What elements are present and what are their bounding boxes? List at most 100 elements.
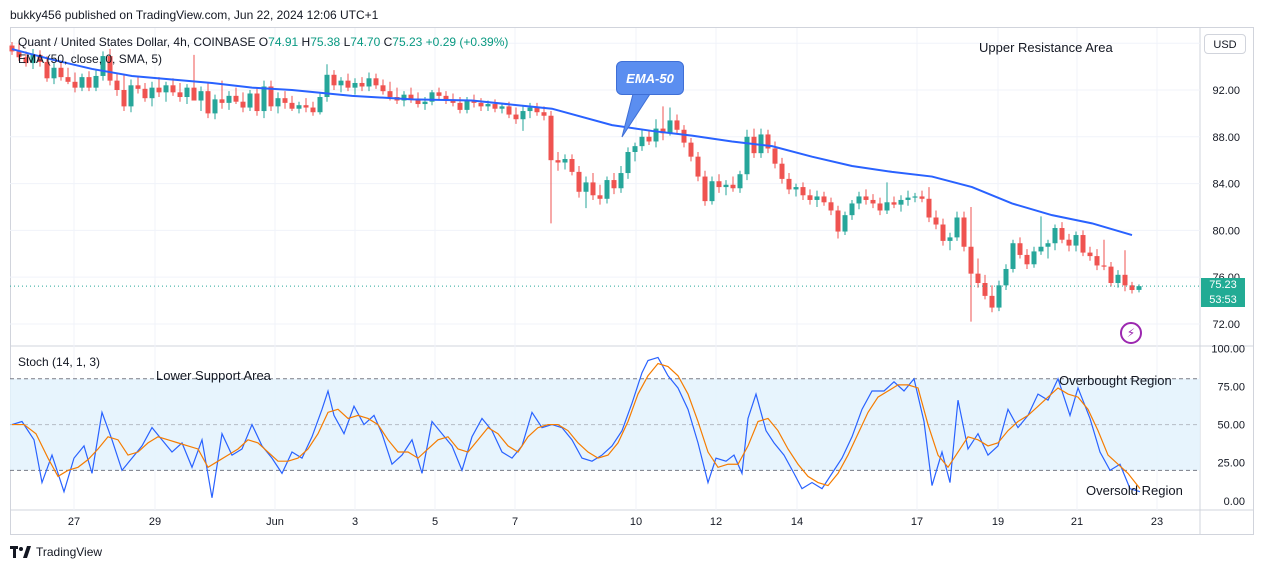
candle-body: [464, 100, 470, 110]
candle-body: [191, 87, 197, 101]
candle-body: [79, 77, 85, 88]
candle-body: [324, 74, 330, 98]
candle-body: [212, 99, 218, 114]
candle-body: [975, 273, 981, 284]
candle-body: [933, 217, 939, 225]
candle-body: [961, 217, 967, 247]
candle-body: [849, 203, 855, 216]
candle-body: [16, 51, 22, 58]
candle-body: [1031, 251, 1037, 265]
candle-body: [72, 81, 78, 88]
candle-body: [65, 77, 71, 82]
candle-body: [58, 67, 64, 78]
candle-body: [226, 95, 232, 103]
candle-body: [793, 187, 799, 190]
candle-body: [583, 182, 589, 192]
candle-body: [240, 101, 246, 108]
candle-body: [814, 196, 820, 200]
candle-body: [359, 82, 365, 87]
stoch-d-line: [12, 362, 1141, 490]
lightning-icon[interactable]: ⚡: [1120, 322, 1142, 344]
candle-body: [576, 171, 582, 192]
stoch-k-line: [11, 356, 1141, 498]
candle-body: [625, 151, 631, 174]
time-tick-label: 27: [68, 516, 80, 528]
candle-body: [940, 224, 946, 241]
candle-body: [912, 196, 918, 198]
candle-body: [436, 92, 442, 96]
price-tick-label: 92.00: [1212, 85, 1240, 97]
candle-body: [555, 160, 561, 163]
candle-body: [688, 142, 694, 157]
stoch-tick-label: 25.00: [1217, 458, 1245, 470]
candle-body: [1122, 274, 1128, 286]
candle-body: [835, 210, 841, 232]
change-value: +0.29 (+0.39%): [425, 35, 509, 49]
candle-body: [51, 67, 57, 79]
candle-body: [527, 107, 533, 112]
candle-body: [401, 94, 407, 101]
candle-body: [996, 285, 1002, 308]
tradingview-brand: TradingView: [36, 545, 103, 559]
candle-body: [779, 163, 785, 179]
candle-body: [457, 102, 463, 110]
stoch-tick-label: 100.00: [1211, 343, 1245, 355]
stoch-legend[interactable]: Stoch (14, 1, 3): [18, 355, 101, 369]
candle-body: [1080, 235, 1086, 253]
ema-legend[interactable]: EMA (50, close, 0, SMA, 5): [18, 52, 163, 66]
candle-body: [373, 78, 379, 86]
candle-body: [366, 78, 372, 87]
candle-body: [877, 203, 883, 211]
last-price-tag: 75.23: [1201, 278, 1245, 293]
candle-body: [898, 199, 904, 205]
candle-body: [674, 120, 680, 130]
candle-body: [1073, 235, 1079, 246]
close-label: C: [383, 35, 393, 49]
candle-body: [534, 107, 540, 113]
candle-body: [9, 45, 15, 52]
price-tick-label: 72.00: [1212, 319, 1240, 331]
candle-body: [345, 80, 351, 88]
stoch-tick-label: 50.00: [1217, 420, 1245, 432]
candle-body: [1045, 243, 1051, 247]
candle-body: [639, 136, 645, 147]
candle-body: [44, 61, 50, 79]
close-value: 75.23: [392, 35, 423, 49]
candle-body: [1115, 274, 1121, 284]
candle-body: [947, 237, 953, 241]
candle-body: [597, 195, 603, 199]
candle-body: [485, 104, 491, 107]
candle-body: [387, 91, 393, 98]
candle-body: [254, 93, 260, 112]
candle-body: [653, 128, 659, 142]
candle-body: [100, 56, 106, 76]
candle-body: [989, 295, 995, 308]
stoch-tick-label: 75.00: [1217, 381, 1245, 393]
candle-body: [730, 184, 736, 189]
candle-body: [296, 105, 302, 109]
candle-body: [548, 115, 554, 161]
time-tick-label: 5: [432, 516, 438, 528]
currency-button[interactable]: USD: [1204, 34, 1246, 54]
candle-body: [275, 98, 281, 107]
price-tick-label: 80.00: [1212, 225, 1240, 237]
candle-body: [513, 114, 519, 120]
symbol-legend: Quant / United States Dollar, 4h, COINBA…: [18, 35, 508, 49]
candle-body: [205, 91, 211, 114]
candle-body: [338, 80, 344, 86]
candle-body: [562, 159, 568, 163]
candle-body: [429, 92, 435, 102]
candle-body: [1066, 239, 1072, 246]
candle-body: [184, 87, 190, 98]
candle-body: [863, 196, 869, 200]
candle-body: [408, 94, 414, 100]
candle-body: [331, 74, 337, 86]
candle-body: [499, 106, 505, 109]
high-value: 75.38: [310, 35, 341, 49]
candle-body: [478, 102, 484, 107]
candle-body: [891, 202, 897, 205]
tradingview-logo-icon: [10, 546, 31, 558]
candle-body: [107, 56, 113, 81]
candle-body: [786, 178, 792, 190]
